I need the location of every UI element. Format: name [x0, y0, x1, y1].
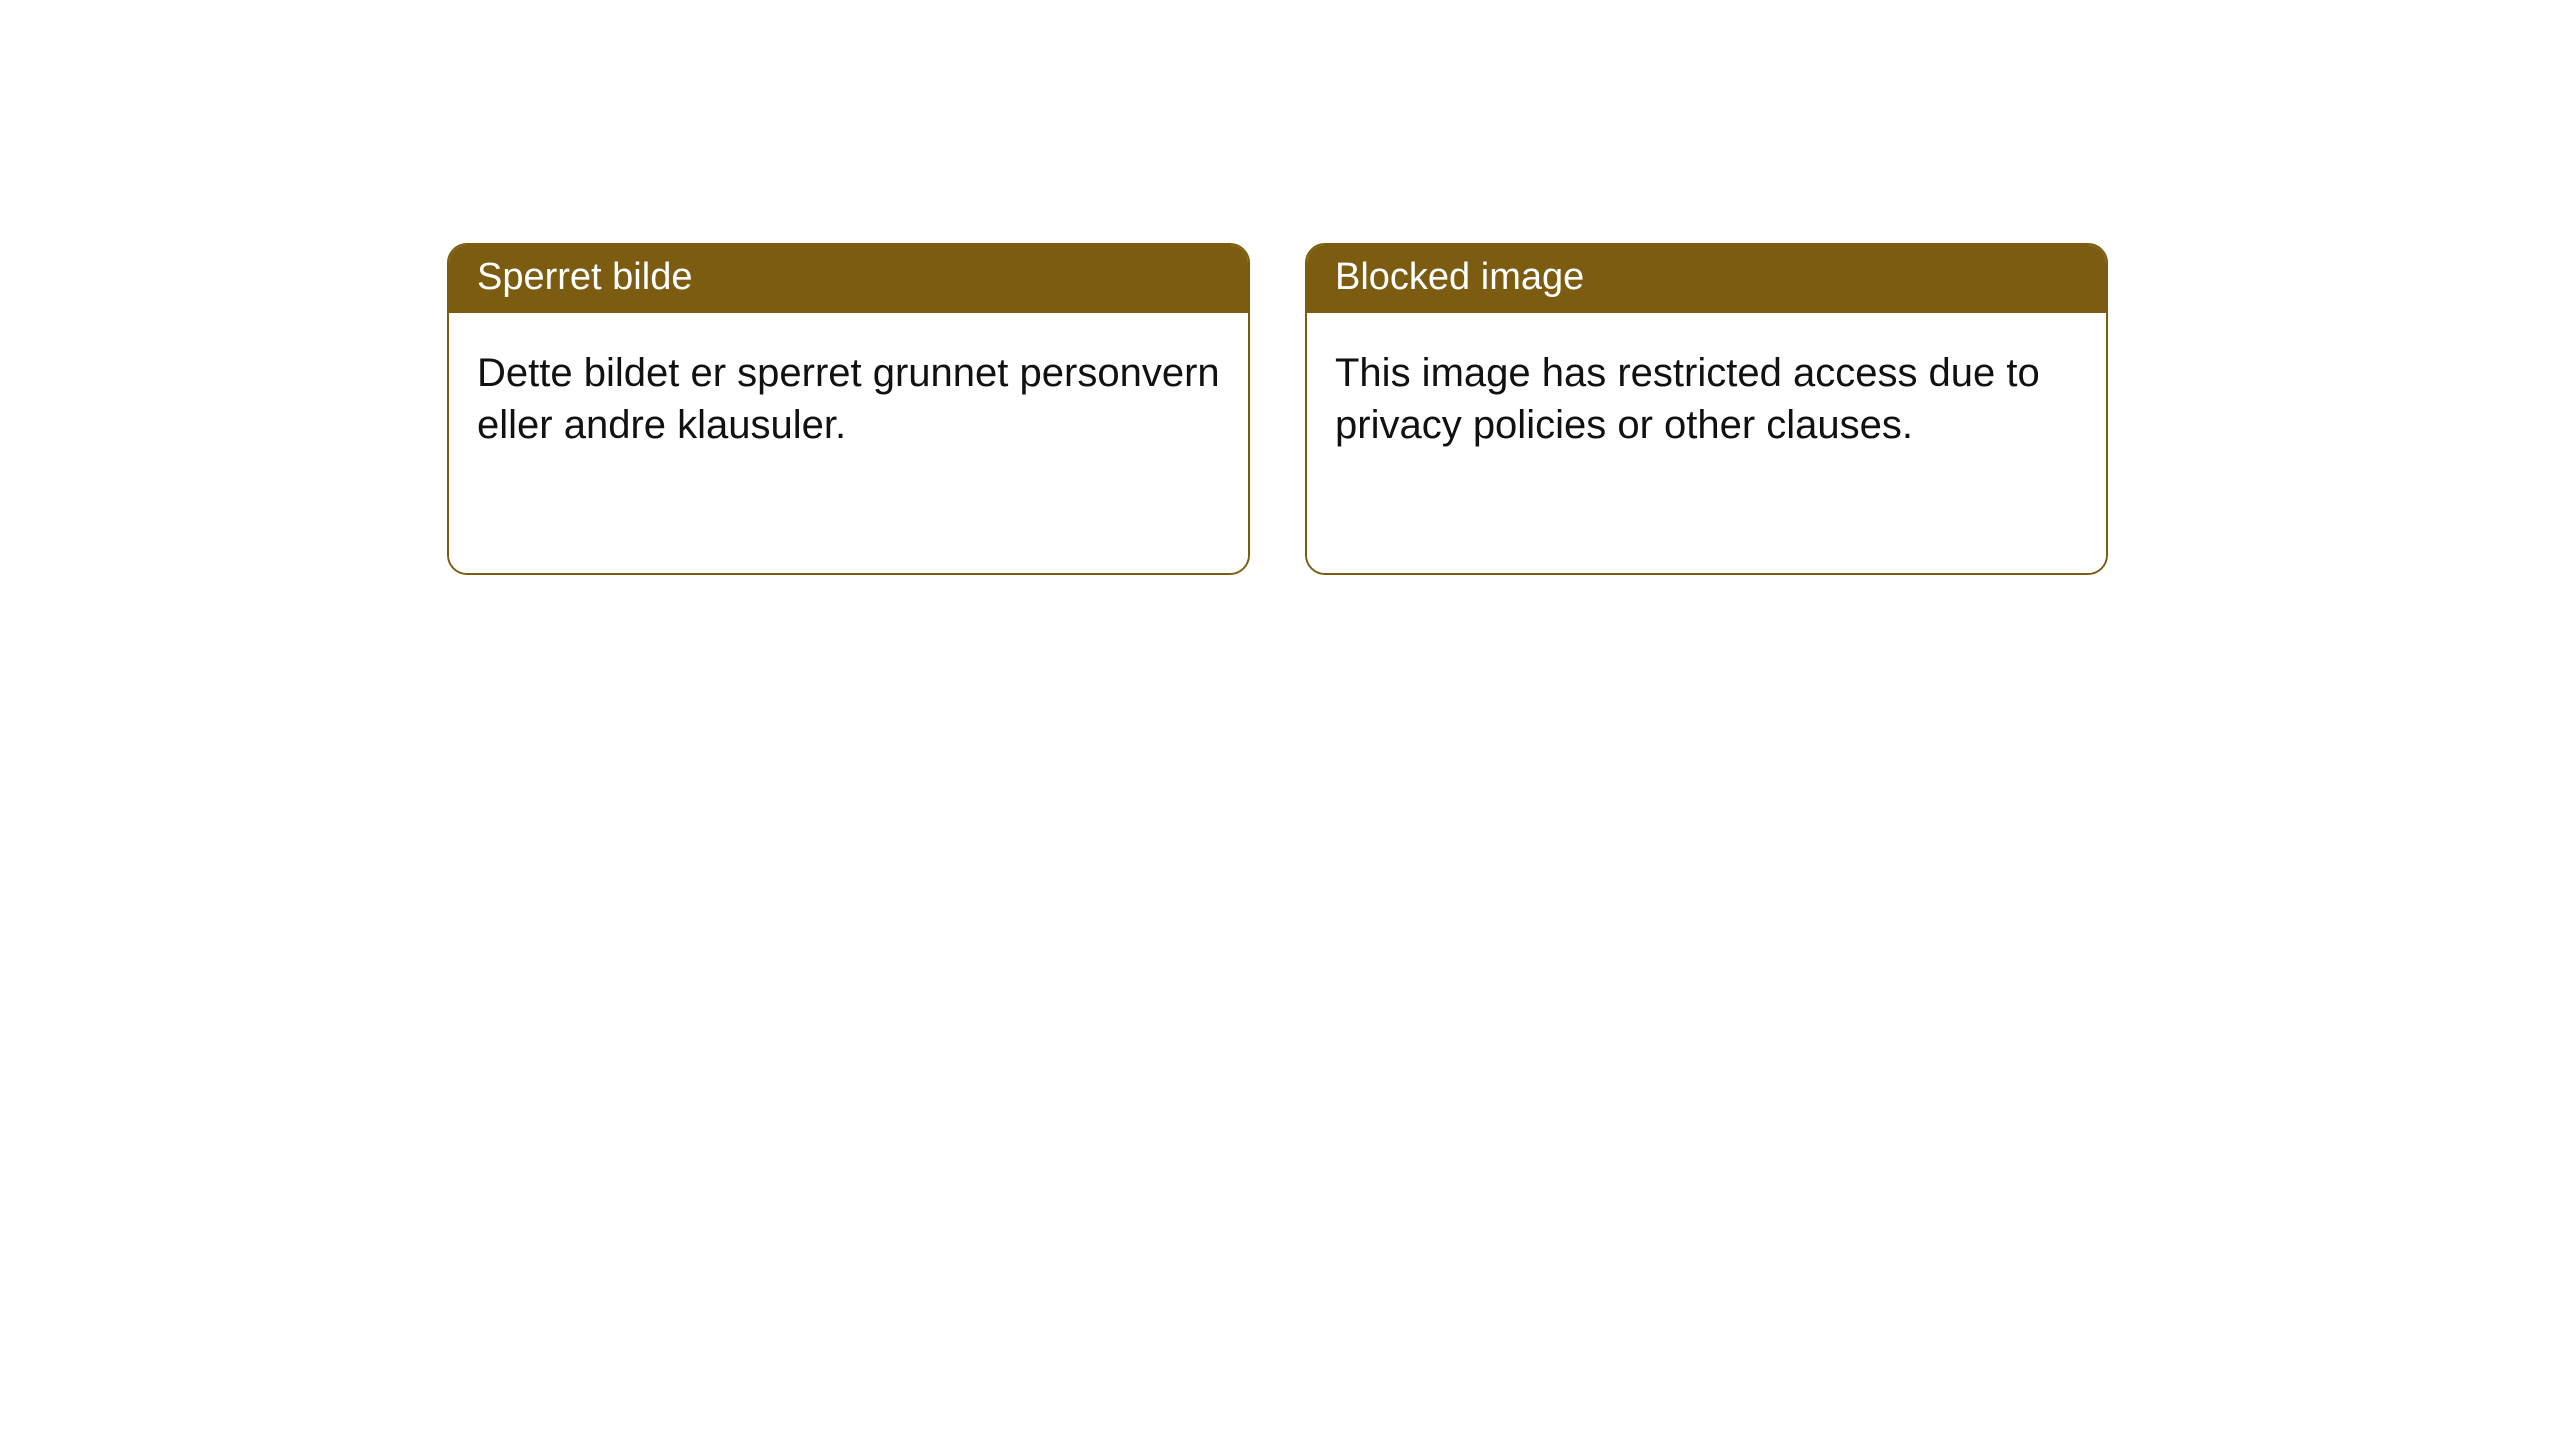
notice-card-body: Dette bildet er sperret grunnet personve…: [449, 313, 1248, 573]
notice-cards-row: Sperret bilde Dette bildet er sperret gr…: [447, 243, 2108, 575]
notice-card-header: Blocked image: [1307, 245, 2106, 313]
notice-card-body: This image has restricted access due to …: [1307, 313, 2106, 573]
notice-card-header: Sperret bilde: [449, 245, 1248, 313]
notice-card-en: Blocked image This image has restricted …: [1305, 243, 2108, 575]
notice-card-no: Sperret bilde Dette bildet er sperret gr…: [447, 243, 1250, 575]
